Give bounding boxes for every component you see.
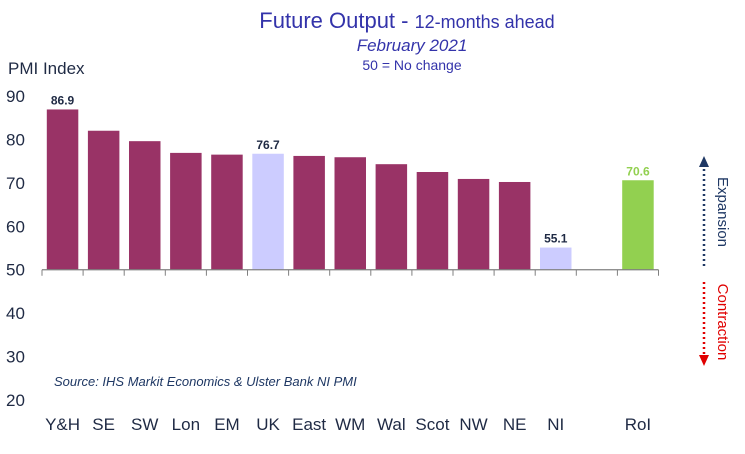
chart-note: 50 = No change [362,57,461,73]
bar [457,178,490,270]
y-tick-label: 90 [6,87,25,106]
x-tick-label: WM [335,415,365,434]
chart-subtitle: February 2021 [357,36,468,55]
x-tick-label: Scot [415,415,449,434]
y-tick-label: 80 [6,130,25,149]
bar [498,181,531,270]
y-tick-label: 70 [6,174,25,193]
data-label: 55.1 [544,232,568,246]
bar [540,247,572,270]
y-tick-label: 30 [6,348,25,367]
expansion-label: Expansion [714,177,731,247]
contraction-label: Contraction [714,284,731,361]
contraction-arrowhead [699,355,709,366]
source-note: Source: IHS Markit Economics & Ulster Ba… [54,374,357,389]
bar [170,152,202,270]
y-tick-label: 20 [6,391,25,410]
bar [293,155,325,270]
x-tick-label: East [292,415,326,434]
y-tick-label: 50 [6,261,25,280]
x-tick-label: UK [256,415,280,434]
x-tick-label: Lon [172,415,200,434]
bar [375,164,408,270]
bar [622,180,654,270]
bar [334,157,366,270]
data-label: 70.6 [626,164,650,178]
expansion-arrowhead [699,156,709,167]
bar [252,153,284,270]
bar [211,154,243,270]
bar [129,141,161,270]
bar [46,109,79,270]
bar [416,172,449,270]
bar [87,130,120,270]
y-tick-label: 60 [6,217,25,236]
x-tick-label: NW [459,415,487,434]
data-label: 76.7 [256,138,280,152]
y-tick-label: 40 [6,304,25,323]
x-tick-label: Y&H [45,415,80,434]
x-tick-label: NE [503,415,527,434]
x-tick-label: Wal [377,415,406,434]
x-tick-label: SW [131,415,158,434]
x-tick-label: NI [547,415,564,434]
data-label: 86.9 [51,93,75,107]
chart-title: Future Output - 12-months ahead [259,8,554,33]
x-tick-label: RoI [625,415,651,434]
x-tick-label: SE [92,415,115,434]
y-axis-label: PMI Index [8,59,85,78]
x-tick-label: EM [214,415,240,434]
